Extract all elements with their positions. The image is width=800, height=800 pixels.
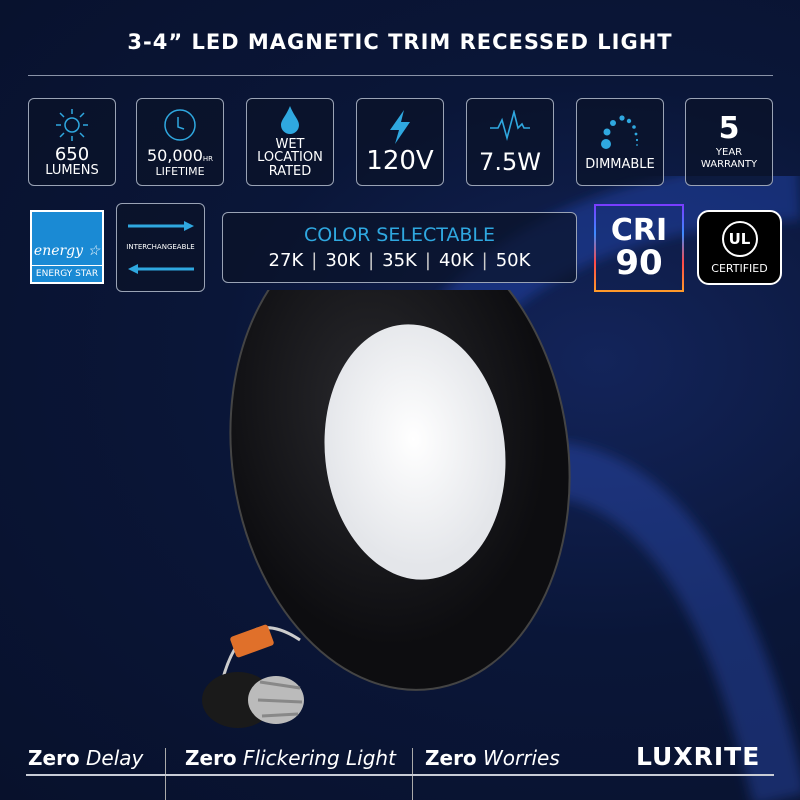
cri-label: CRI xyxy=(610,213,668,248)
dimmable-label: DIMMABLE xyxy=(585,156,655,172)
warranty-years: 5 xyxy=(718,111,740,146)
ul-certified-badge: UL CERTIFIED xyxy=(697,210,782,285)
cri-badge: CRI 90 xyxy=(594,204,684,292)
color-temperature-options: 27K | 30K | 35K | 40K | 50K xyxy=(268,249,531,271)
option-35k: 35K xyxy=(382,249,417,271)
interchangeable-label: INTERCHANGEABLE xyxy=(126,242,195,251)
energy-star-label: ENERGY STAR xyxy=(32,265,102,282)
tagline-rest: Worries xyxy=(483,746,560,770)
option-50k: 50K xyxy=(495,249,531,271)
option-40k: 40K xyxy=(438,249,474,271)
feature-lumens: 650 LUMENS xyxy=(28,98,116,186)
lumens-value: 650 xyxy=(54,143,90,165)
color-selectable-title: COLOR SELECTABLE xyxy=(303,223,495,246)
arrow-left-icon xyxy=(127,264,194,275)
lifetime-suffix: HR xyxy=(202,154,214,163)
energy-script: energy xyxy=(33,243,84,259)
ul-logo: UL xyxy=(721,220,758,257)
energy-star-logo: energy ☆ ENERGY STAR xyxy=(30,210,104,284)
light-lens xyxy=(324,324,506,580)
tagline-worries: Zero Worries xyxy=(425,746,560,770)
clock-icon xyxy=(164,108,196,141)
feature-warranty: 5 YEAR WARRANTY xyxy=(685,98,773,186)
tagline-rest: Delay xyxy=(86,746,144,770)
lumens-label: LUMENS xyxy=(45,162,99,178)
feature-dimmable: DIMMABLE xyxy=(576,98,664,186)
rated-label: RATED xyxy=(268,163,312,179)
recessed-light-product xyxy=(202,290,571,728)
feature-wet-location: WET LOCATION RATED xyxy=(246,98,334,186)
year-label: YEAR xyxy=(715,147,743,158)
feature-voltage: 120V xyxy=(356,98,444,186)
tagline-bold: Zero xyxy=(425,746,477,770)
feature-lifetime: 50,000HR LIFETIME xyxy=(136,98,224,186)
option-30k: 30K xyxy=(325,249,361,271)
tagline-bold: Zero xyxy=(28,746,80,770)
warranty-label: WARRANTY xyxy=(700,159,758,170)
lightning-icon xyxy=(390,110,410,144)
water-drop-icon xyxy=(281,105,299,134)
voltage-value: 120V xyxy=(366,146,434,176)
bottom-rule xyxy=(26,774,774,776)
wet-label: WET xyxy=(275,136,305,152)
sun-icon xyxy=(56,108,88,141)
brand-logo: LUXRITE xyxy=(636,742,761,771)
lifetime-value: 50,000 xyxy=(146,145,203,165)
ul-certified-label: CERTIFIED xyxy=(711,261,768,275)
waveform-icon xyxy=(490,110,530,142)
dimmer-dots-icon xyxy=(601,114,639,149)
tagline-delay: Zero Delay xyxy=(28,746,143,770)
tagline-rest: Flickering Light xyxy=(243,746,396,770)
feature-interchangeable: INTERCHANGEABLE xyxy=(116,203,205,292)
location-label: LOCATION xyxy=(257,150,323,166)
tagline-flickering: Zero Flickering Light xyxy=(185,746,396,770)
color-selectable-panel: COLOR SELECTABLE 27K | 30K | 35K | 40K | 50K xyxy=(222,212,577,283)
lifetime-label: LIFETIME xyxy=(155,164,205,178)
wattage-value: 7.5W xyxy=(479,148,541,176)
option-27k: 27K xyxy=(268,249,304,271)
tagline-bold: Zero xyxy=(185,746,237,770)
divider xyxy=(28,75,773,76)
page-title: 3-4” LED MAGNETIC TRIM RECESSED LIGHT xyxy=(127,30,673,54)
wire-connector xyxy=(230,624,274,658)
arrow-right-icon xyxy=(127,220,194,231)
cri-value: 90 xyxy=(615,243,663,283)
feature-wattage: 7.5W xyxy=(466,98,554,186)
